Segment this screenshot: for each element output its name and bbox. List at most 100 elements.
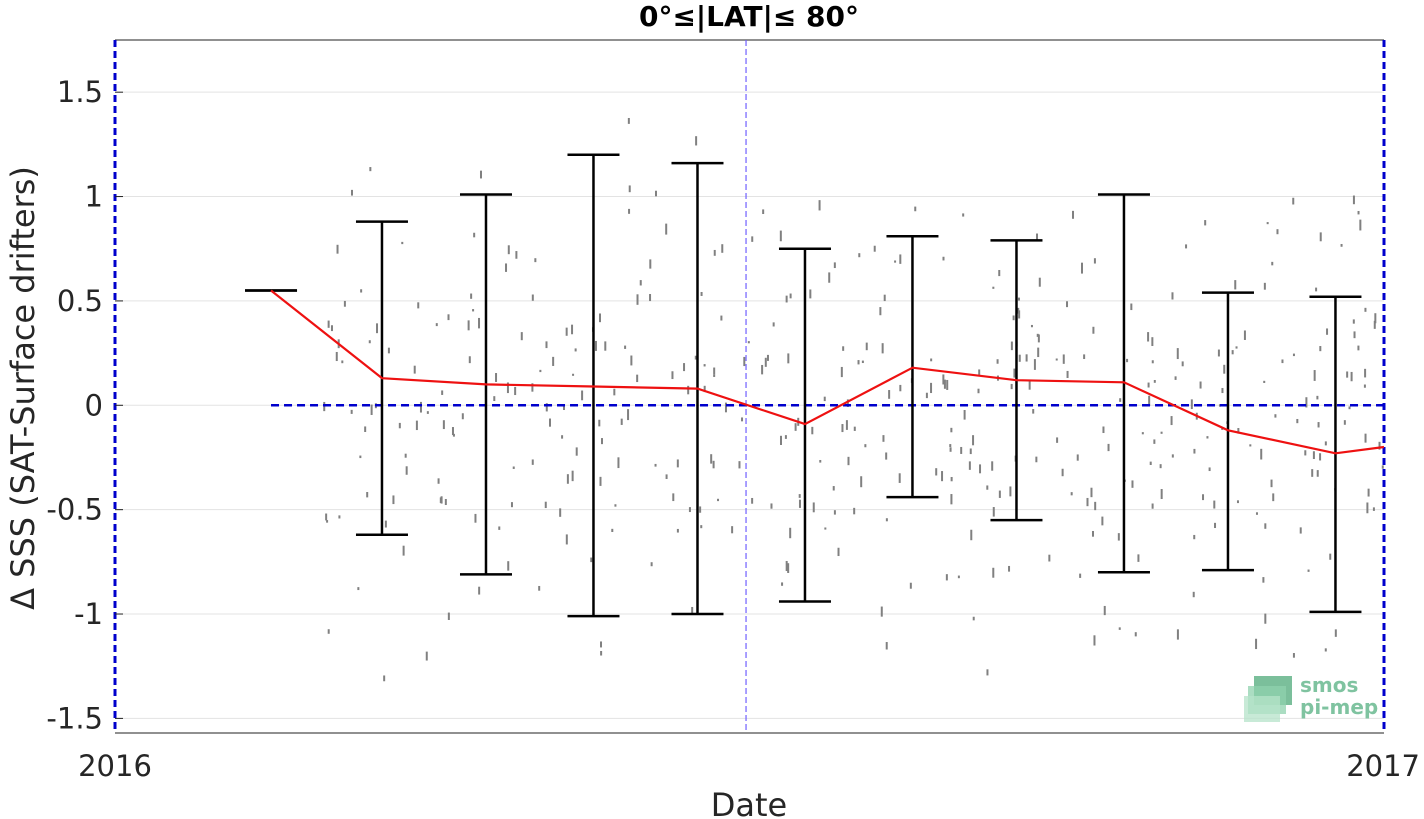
scatter-point [478, 586, 481, 595]
scatter-point [654, 463, 657, 467]
scatter-point [873, 245, 876, 252]
y-tick-label: 0 [85, 388, 103, 422]
scatter-point [628, 185, 631, 193]
scatter-point [1090, 487, 1093, 498]
scatter-point [571, 324, 574, 335]
scatter-point [341, 360, 344, 364]
scatter-point [833, 510, 836, 515]
scatter-point [770, 503, 773, 509]
scatter-point [1151, 503, 1154, 509]
y-tick-label: -0.5 [46, 493, 103, 527]
smos-pi-mep-logo: smos pi-mep [1244, 673, 1378, 722]
scatter-point [731, 526, 734, 534]
plot-frame [113, 39, 1386, 734]
scatter-point [787, 563, 790, 573]
scatter-point [1266, 222, 1269, 225]
scatter-point [398, 422, 401, 429]
scatter-point [544, 501, 547, 509]
y-tick-label: -1.5 [46, 701, 103, 735]
scatter-point [1319, 453, 1322, 461]
scatter-point [713, 249, 716, 256]
x-tick-label: 2016 [78, 749, 152, 783]
scatter-point [1028, 379, 1031, 390]
scatter-point [1243, 330, 1246, 340]
scatter-point [506, 382, 509, 394]
scatter-point [614, 504, 617, 507]
scatter-point [1264, 523, 1267, 529]
scatter-point [598, 313, 601, 323]
scatter-point [712, 460, 715, 469]
scatter-point [833, 262, 836, 269]
scatter-point [649, 259, 652, 269]
scatter-point [359, 455, 362, 459]
scatter-point [1010, 341, 1013, 351]
scatter-point [405, 466, 408, 475]
scatter-point [1334, 629, 1337, 637]
chart-title: 0°≤|LAT|≤ 80° [639, 0, 859, 33]
scatter-point [785, 295, 788, 303]
scatter-point [721, 244, 724, 253]
scatter-point [1083, 354, 1086, 360]
scatter-point [510, 502, 513, 508]
scatter-point [779, 435, 782, 445]
scatter-point [787, 353, 790, 364]
scatter-point [350, 409, 353, 414]
scatter-point [1148, 395, 1151, 407]
scatter-point [468, 356, 471, 364]
scatter-point [986, 669, 989, 676]
scatter-point [376, 323, 379, 334]
scatter-point [461, 413, 464, 420]
scatter-point [444, 498, 447, 506]
scatter-point [495, 373, 498, 382]
scatter-point [688, 507, 691, 513]
scatter-point [545, 403, 548, 412]
scatter-point [575, 447, 578, 456]
scatter-point [654, 190, 657, 197]
scatter-point [545, 341, 548, 349]
scatter-point [846, 399, 849, 408]
scatter-point [1350, 371, 1353, 382]
scatter-point [809, 289, 812, 299]
scatter-point [1317, 422, 1320, 428]
scatter-point [1364, 307, 1367, 312]
scatter-point [1346, 371, 1349, 378]
scatter-point [1035, 456, 1038, 463]
scatter-point [1348, 406, 1351, 410]
scatter-point [1185, 244, 1188, 249]
scatter-point [963, 410, 966, 420]
scatter-point [539, 369, 542, 373]
scatter-point [1299, 527, 1302, 534]
scatter-point [785, 560, 788, 571]
scatter-point [789, 527, 792, 539]
scatter-point [683, 363, 686, 372]
scatter-point [1037, 334, 1040, 343]
scatter-point [700, 525, 703, 529]
scatter-point [1231, 350, 1234, 355]
scatter-point [330, 325, 333, 332]
scatter-point [1093, 258, 1096, 264]
scatter-point [1292, 197, 1295, 205]
scatter-point [1176, 629, 1179, 640]
scatter-point [798, 494, 801, 498]
scatter-point [930, 382, 933, 394]
scatter-point [789, 293, 792, 299]
scatter-point [440, 496, 443, 504]
scatter-point [978, 369, 981, 375]
scatter-point [437, 478, 440, 484]
scatter-point [694, 355, 697, 360]
scatter-point [991, 461, 994, 471]
scatter-point [823, 396, 826, 402]
scatter-point [751, 497, 754, 504]
scatter-point [1367, 488, 1370, 497]
scatter-point [1223, 364, 1226, 374]
scatter-point [419, 401, 422, 413]
scatter-point [1093, 635, 1096, 646]
scatter-point [1237, 428, 1240, 434]
scatter-point [1234, 280, 1237, 290]
scatter-point [1147, 332, 1150, 342]
scatter-point [1199, 381, 1202, 389]
scatter-point [676, 459, 679, 468]
scatter-point [425, 651, 428, 661]
scatter-point [1107, 443, 1110, 452]
scatter-point [559, 508, 562, 517]
